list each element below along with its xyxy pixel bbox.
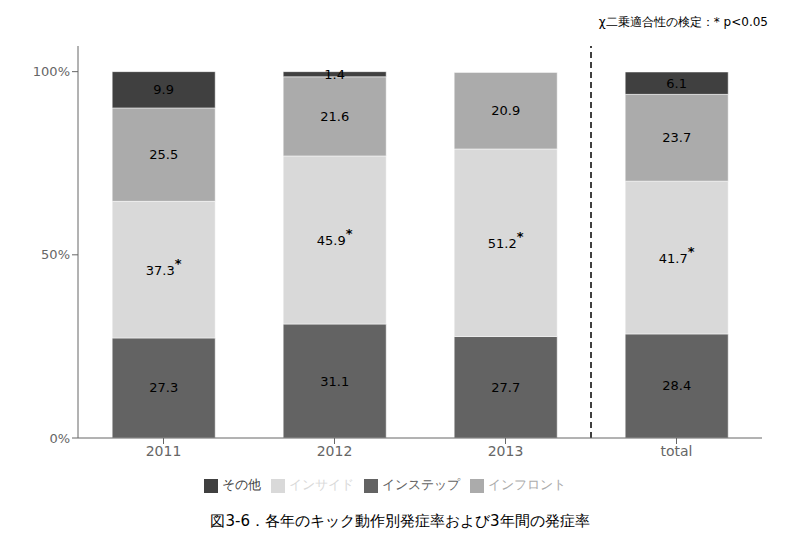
svg-text:2013: 2013 [488,443,524,459]
svg-text:28.4: 28.4 [662,378,691,393]
svg-text:27.3: 27.3 [149,380,178,395]
html-text:図3-6．各年のキック動作別発症率および3年間の発症率: 図3-6．各年のキック動作別発症率および3年間の発症率 [210,512,590,530]
svg-text:total: total [660,443,692,459]
svg-text:25.5: 25.5 [149,147,178,162]
html-text:インサイド: インサイド [289,477,354,492]
svg-text:41.7*: 41.7* [659,243,695,265]
svg-text:27.7: 27.7 [491,380,520,395]
svg-text:2011: 2011 [146,443,182,459]
svg-text:2012: 2012 [317,443,353,459]
html-text:インステップ: インステップ [382,477,460,492]
svg-text:31.1: 31.1 [320,374,349,389]
svg-text:37.3*: 37.3* [146,255,182,277]
svg-text:50%: 50% [41,247,70,262]
svg-text:100%: 100% [33,64,70,79]
svg-text:20.9: 20.9 [491,103,520,118]
svg-text:9.9: 9.9 [153,82,174,97]
svg-text:0%: 0% [49,431,70,446]
svg-text:1.4: 1.4 [324,67,345,82]
svg-text:23.7: 23.7 [662,130,691,145]
svg-text:51.2*: 51.2* [488,228,524,250]
html-text:その他: その他 [222,477,261,492]
svg-text:6.1: 6.1 [666,76,687,91]
html-text:インフロント: インフロント [488,477,566,492]
svg-text:21.6: 21.6 [320,109,349,124]
html-text:χ二乗適合性の検定：* p<0.05: χ二乗適合性の検定：* p<0.05 [598,15,768,29]
svg-text:45.9*: 45.9* [317,225,353,247]
